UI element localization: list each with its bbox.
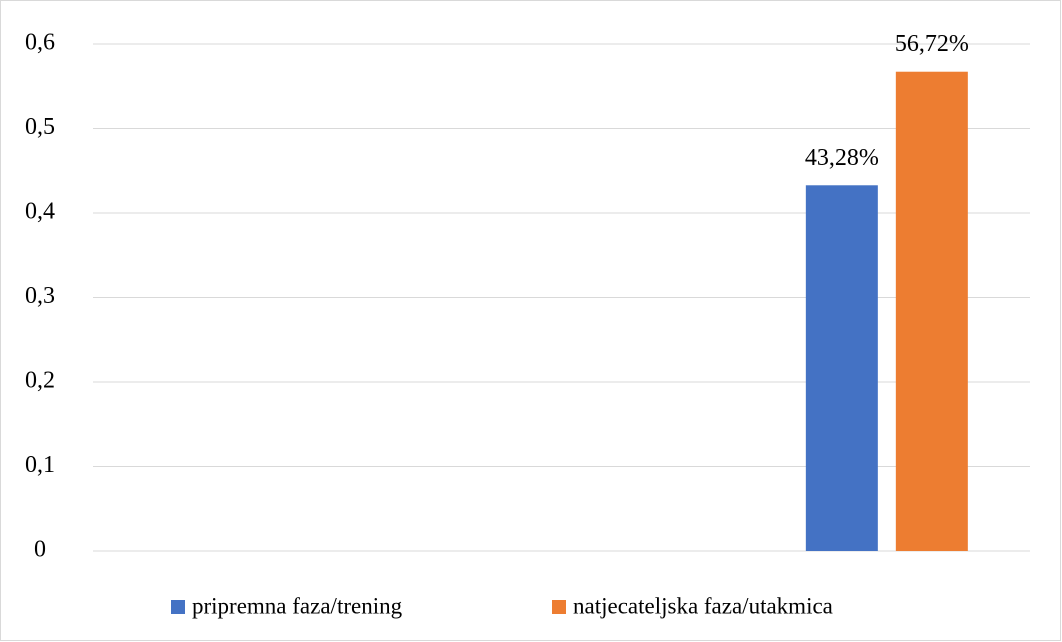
y-tick-label: 0,5 (25, 114, 55, 140)
bar (805, 185, 878, 551)
bar (895, 71, 968, 551)
data-label: 56,72% (895, 31, 969, 57)
legend-swatch (552, 600, 566, 614)
data-label: 43,28% (805, 145, 879, 171)
y-tick-label: 0,1 (25, 452, 55, 478)
y-tick-label: 0,2 (25, 368, 55, 394)
legend-swatch (171, 600, 185, 614)
y-tick-label: 0,3 (25, 283, 55, 309)
y-tick-label: 0,4 (25, 199, 55, 225)
legend-label: pripremna faza/trening (192, 593, 403, 618)
y-tick-label: 0 (34, 537, 46, 563)
legend-label: natjecateljska faza/utakmica (573, 593, 833, 618)
y-tick-label: 0,6 (25, 30, 55, 56)
